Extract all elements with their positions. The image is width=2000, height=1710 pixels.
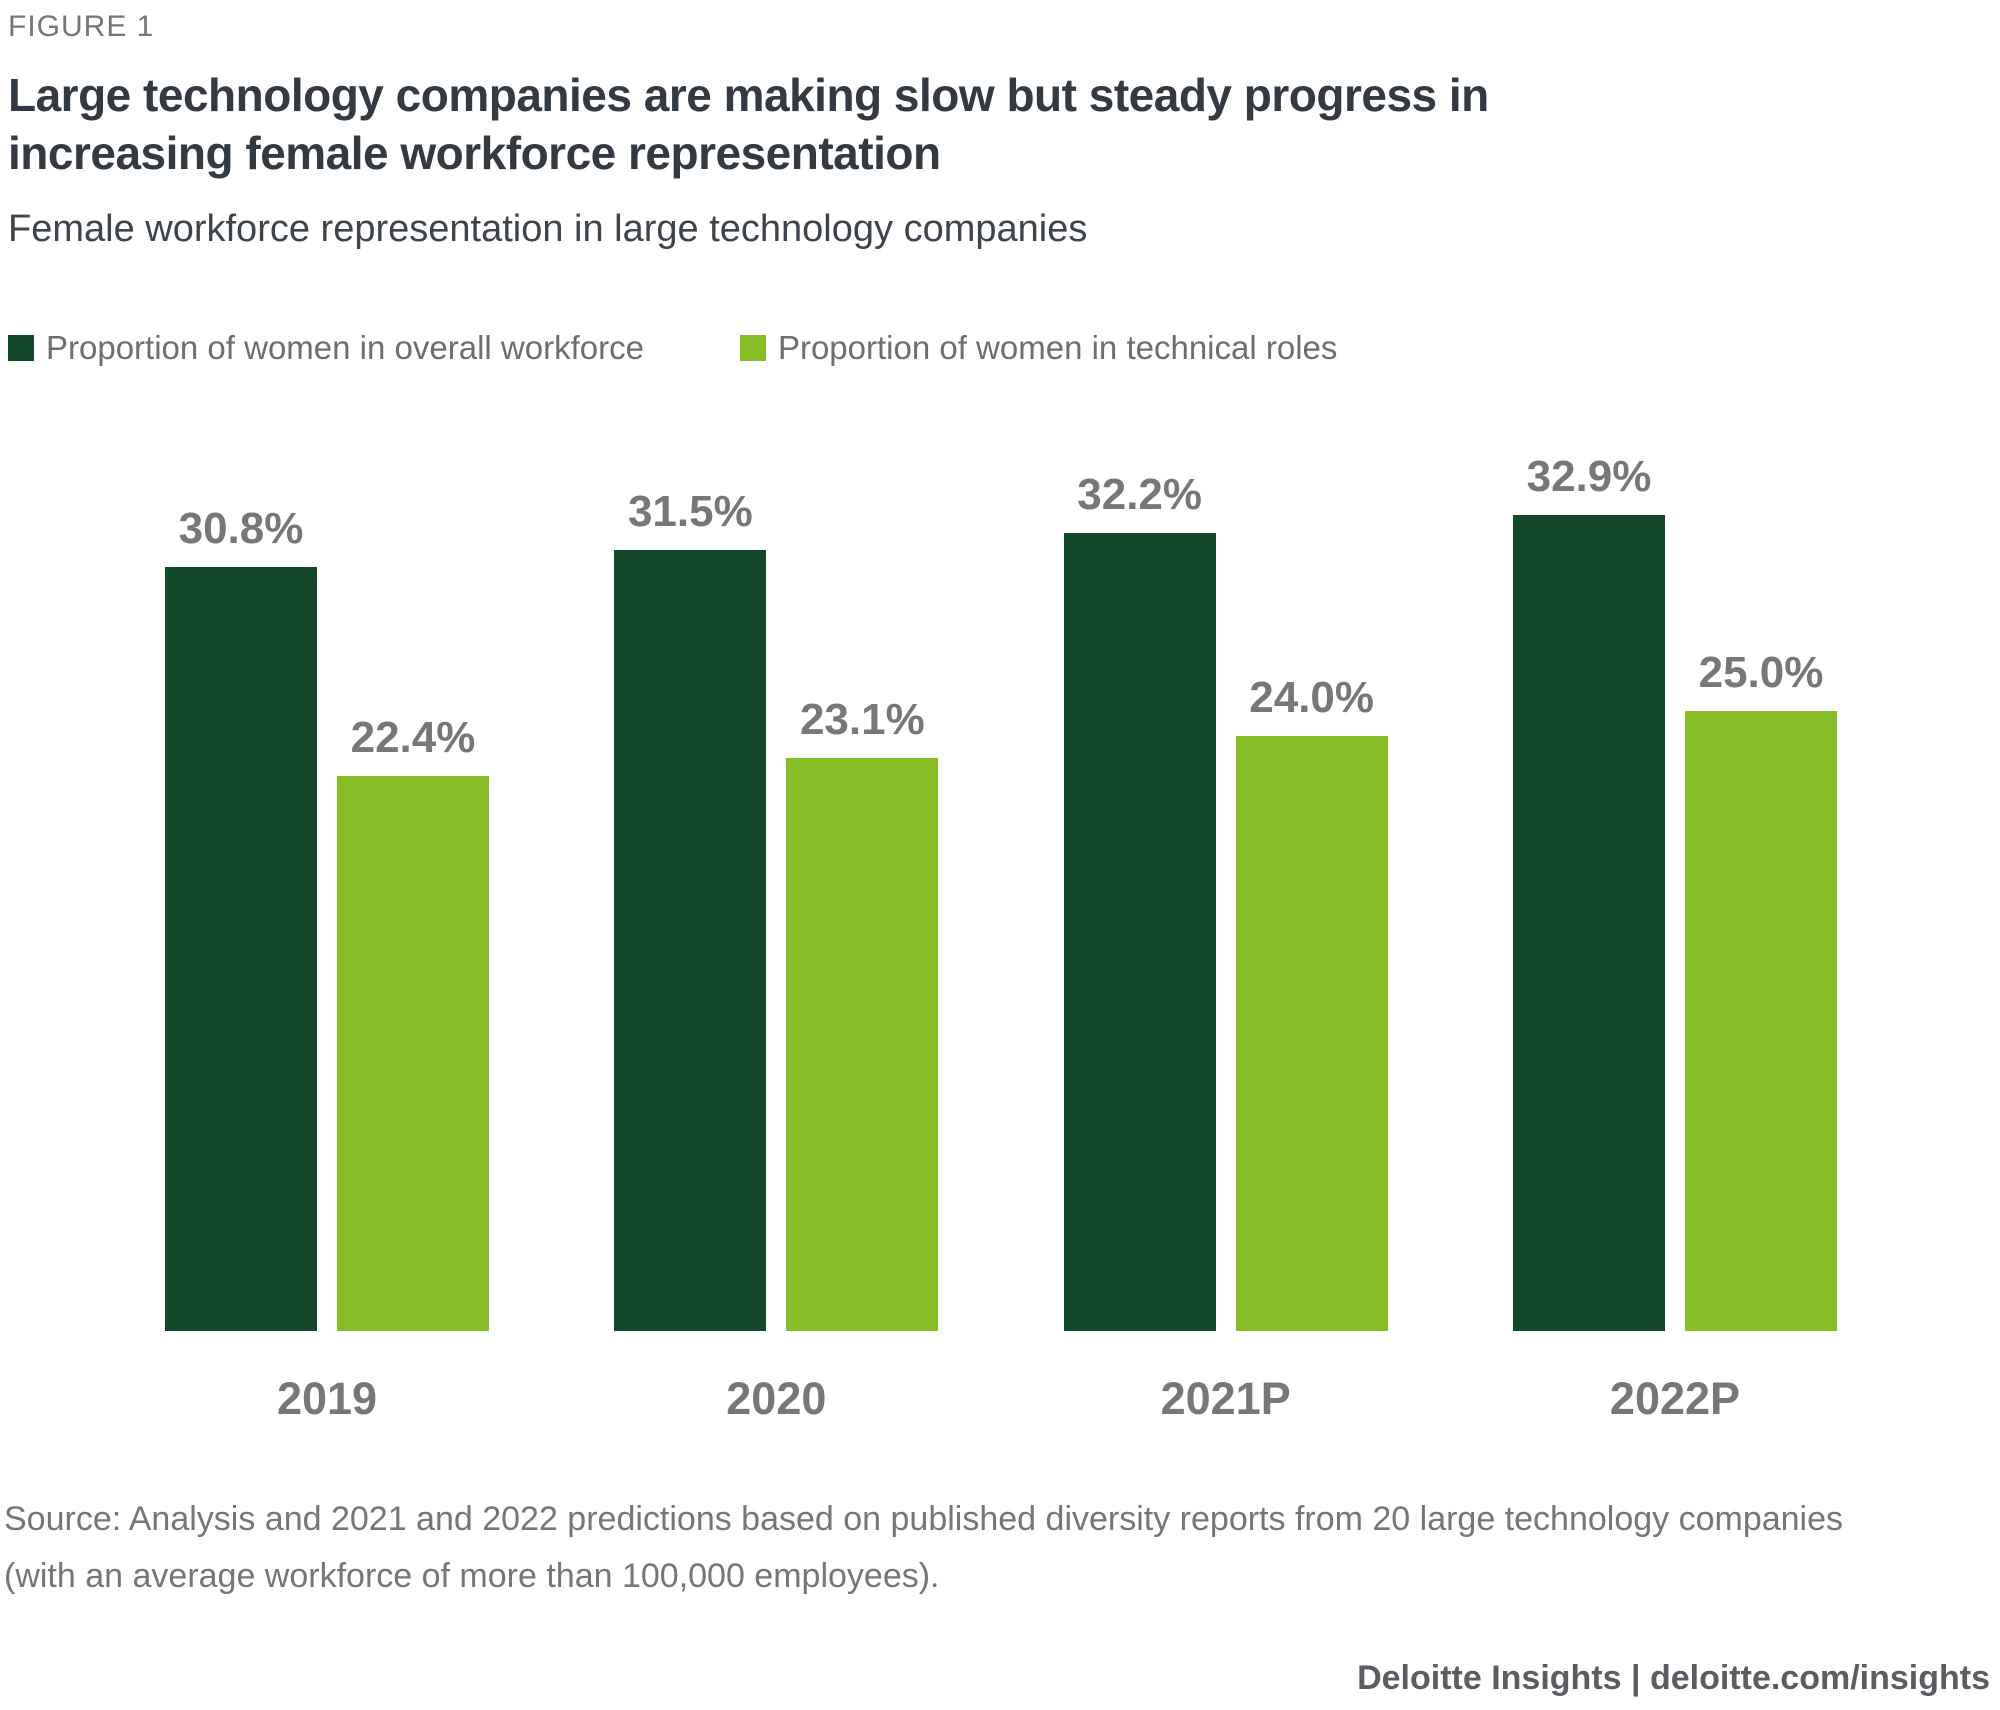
bar bbox=[337, 776, 489, 1331]
bar-column: 22.4% bbox=[337, 713, 489, 1331]
source-line-2: (with an average workforce of more than … bbox=[4, 1557, 940, 1595]
bar bbox=[1063, 533, 1216, 1331]
figure-page: FIGURE 1 Large technology companies are … bbox=[0, 10, 2000, 1710]
value-label: 25.0% bbox=[1698, 648, 1824, 697]
bars-row: 32.2% 24.0% bbox=[1063, 421, 1388, 1331]
value-label: 23.1% bbox=[799, 695, 925, 744]
bars-row: 31.5% 23.1% bbox=[614, 421, 939, 1331]
bar-column: 31.5% bbox=[614, 487, 767, 1331]
value-label: 30.8% bbox=[178, 504, 304, 553]
source-line-1: Source: Analysis and 2021 and 2022 predi… bbox=[4, 1500, 1844, 1538]
bar-column: 24.0% bbox=[1235, 673, 1388, 1331]
bar-column: 23.1% bbox=[786, 695, 939, 1331]
bar-column: 25.0% bbox=[1684, 648, 1837, 1331]
bar-column: 32.2% bbox=[1063, 470, 1216, 1331]
legend-swatch-dark-green bbox=[8, 335, 34, 361]
chart-legend: Proportion of women in overall workforce… bbox=[8, 329, 2000, 367]
legend-swatch-light-green bbox=[739, 335, 766, 361]
bar-column: 30.8% bbox=[165, 504, 317, 1331]
bar bbox=[165, 567, 317, 1331]
bar-group: 31.5% 23.1% 2020 bbox=[614, 421, 939, 1425]
figure-label: FIGURE 1 bbox=[8, 10, 155, 43]
value-label: 31.5% bbox=[627, 487, 753, 536]
title-line-2: increasing female workforce representati… bbox=[8, 127, 941, 179]
bar bbox=[614, 550, 767, 1331]
category-label: 2021P bbox=[1160, 1373, 1291, 1424]
bars-row: 32.9% 25.0% bbox=[1512, 421, 1837, 1331]
legend-label: Proportion of women in overall workforce bbox=[46, 329, 644, 366]
deloitte-insights-attribution: Deloitte Insights | deloitte.com/insight… bbox=[1357, 1659, 1990, 1697]
value-label: 32.2% bbox=[1077, 470, 1203, 519]
legend-item-technical-roles: Proportion of women in technical roles bbox=[739, 329, 1338, 367]
bar bbox=[1512, 515, 1665, 1331]
bar bbox=[1684, 711, 1837, 1331]
category-label: 2019 bbox=[276, 1373, 378, 1424]
bar-chart: 30.8% 22.4% 2019 31.5% 23.1% 2020 32.2% 24.0% 20… bbox=[0, 421, 2000, 1425]
bar-group: 30.8% 22.4% 2019 bbox=[165, 421, 489, 1425]
bars-row: 30.8% 22.4% bbox=[165, 421, 489, 1331]
value-label: 24.0% bbox=[1249, 673, 1375, 722]
bar-column: 32.9% bbox=[1512, 452, 1665, 1331]
bar bbox=[786, 758, 939, 1331]
page-title: Large technology companies are making sl… bbox=[8, 66, 2000, 182]
value-label: 32.9% bbox=[1526, 452, 1652, 501]
bar-groups: 30.8% 22.4% 2019 31.5% 23.1% 2020 32.2% 24.0% 20… bbox=[0, 421, 2000, 1425]
title-line-1: Large technology companies are making sl… bbox=[8, 69, 1489, 121]
legend-label: Proportion of women in technical roles bbox=[777, 329, 1338, 366]
category-label: 2020 bbox=[726, 1373, 827, 1424]
source-note: Source: Analysis and 2021 and 2022 predi… bbox=[4, 1491, 2000, 1605]
bar-group: 32.9% 25.0% 2022P bbox=[1512, 421, 1837, 1425]
chart-subtitle: Female workforce representation in large… bbox=[8, 208, 1088, 250]
legend-item-overall-workforce: Proportion of women in overall workforce bbox=[8, 329, 644, 367]
category-label: 2022P bbox=[1609, 1373, 1741, 1424]
bar-group: 32.2% 24.0% 2021P bbox=[1063, 421, 1388, 1425]
value-label: 22.4% bbox=[350, 713, 476, 762]
bar bbox=[1235, 736, 1388, 1331]
